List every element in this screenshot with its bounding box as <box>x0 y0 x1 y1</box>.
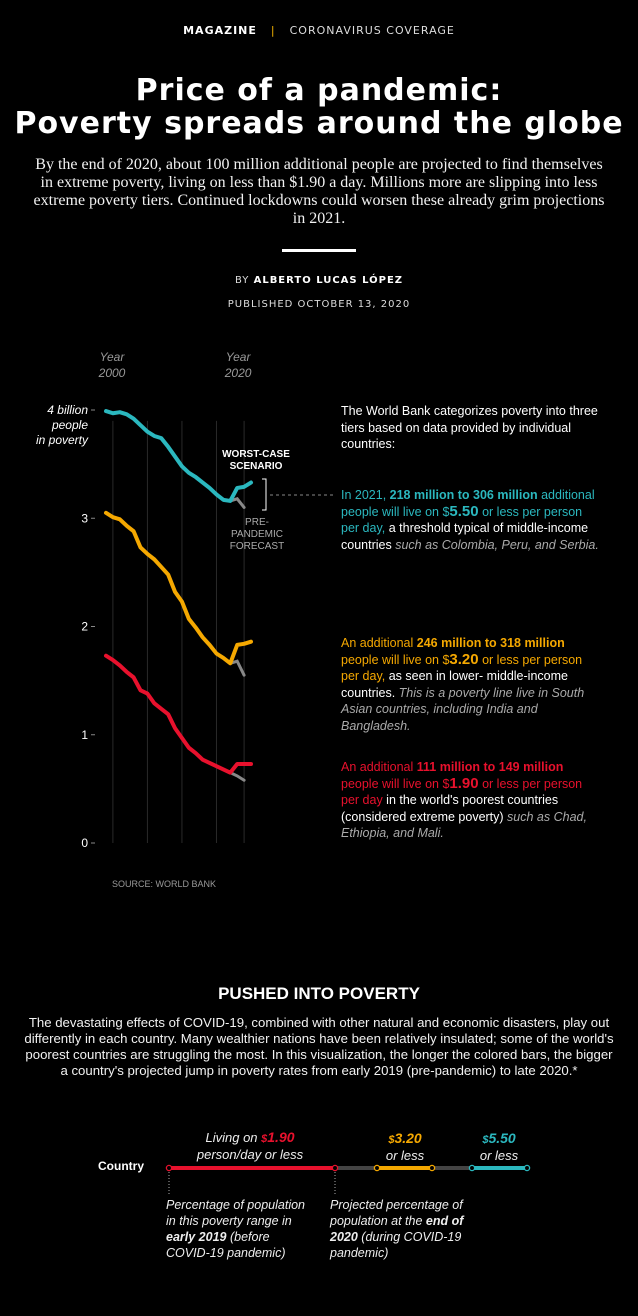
note-5-50-dollar: $ <box>442 504 450 519</box>
legend-dot-gold-end <box>428 1164 436 1172</box>
x-label-end: Year 2020 <box>224 350 252 380</box>
legend-bar <box>165 1164 531 1196</box>
note-3-20-pre: An additional <box>341 636 417 650</box>
note-1-90: An additional 111 million to 149 million… <box>341 759 603 842</box>
byline-by: BY <box>234 275 250 286</box>
note-3-20-range: 246 million to 318 million <box>416 636 565 650</box>
separator: | <box>270 24 276 37</box>
legend-label-3-20: $3.20 or less <box>372 1130 438 1164</box>
legend-note2-c: (during COVID-19 pandemic) <box>330 1230 462 1260</box>
intro-text: By the end of 2020, about 100 million ad… <box>33 156 605 227</box>
note-3-20-mid: people will live on <box>341 652 443 667</box>
legend-note-early-2019: Percentage of population in this poverty… <box>166 1197 306 1261</box>
note-3-20-rest: as seen in lower- middle-income countrie… <box>341 669 568 700</box>
note-1-90-pre: An additional <box>341 760 417 774</box>
series-line-2 <box>104 653 253 775</box>
legend-dot-teal-start <box>468 1164 476 1172</box>
legend-dot-teal-end <box>523 1164 531 1172</box>
x-label-start: Year 2000 <box>98 350 126 380</box>
author[interactable]: ALBERTO LUCAS LÓPEZ <box>253 275 404 286</box>
note-5-50-pre: In 2021, <box>341 488 390 502</box>
section-text: The devastating effects of COVID-19, com… <box>24 1015 614 1078</box>
note-3-20-examples: This is a poverty line live in South Asi… <box>341 685 585 733</box>
note-5-50-rest: a threshold typical of middle-income cou… <box>341 521 589 552</box>
legend-label-1-90: Living on $1.90 person/day or less <box>188 1129 312 1163</box>
legend-note2-b: end of 2020 <box>330 1214 464 1244</box>
note-3-20-post: or less per person per day, <box>341 652 583 684</box>
legend-dot-red-end <box>331 1164 339 1172</box>
annotation-pre-pandemic: PRE-PANDEMIC FORECAST <box>230 517 284 552</box>
series-line-1 <box>104 510 253 666</box>
legend-5-50-amount: 5.50 <box>488 1130 516 1146</box>
legend-5-50-dollar: $ <box>482 1134 489 1146</box>
note-5-50: In 2021, 218 million to 306 million addi… <box>341 487 603 553</box>
legend-dot-red-start <box>165 1164 173 1172</box>
legend-note1-b: early 2019 <box>166 1230 227 1244</box>
legend-3-20-dollar: $ <box>388 1134 395 1146</box>
legend-dot-gold-start <box>373 1164 381 1172</box>
published-date: PUBLISHED OCTOBER 13, 2020 <box>227 299 411 310</box>
y-tick-label-0: 0 <box>81 836 88 850</box>
note-1-90-dollar: $ <box>442 776 450 791</box>
top-bar: MAGAZINE | CORONAVIRUS COVERAGE <box>0 24 638 37</box>
legend-3-20-amount: 3.20 <box>394 1130 422 1146</box>
poverty-line-chart: 0 1 2 3 4 billion people in poverty Year 2000 Yea… <box>36 350 335 850</box>
annotation-bracket <box>262 478 267 511</box>
legend-1-90-amount: 1.90 <box>267 1129 295 1145</box>
note-5-50-amount: 5.50 <box>449 502 479 520</box>
note-1-90-post: or less per person per day <box>341 776 583 808</box>
legend-note1-a: Percentage of population in this poverty… <box>166 1198 305 1228</box>
legend-note-end-2020: Projected percentage of population at th… <box>330 1197 480 1261</box>
title-line-1: Price of a pandemic: <box>135 73 503 108</box>
y-tick-label-4: 4 billion people in poverty <box>36 403 89 447</box>
note-5-50-post: or less per person per day, <box>341 504 583 536</box>
note-1-90-rest: in the world's poorest countries (consid… <box>341 793 559 824</box>
legend-1-90-post: person/day or less <box>196 1147 304 1162</box>
section-title: PUSHED INTO POVERTY <box>218 984 420 1003</box>
y-tick-label-2: 2 <box>81 620 88 634</box>
forecast-line-2 <box>228 771 246 782</box>
note-1-90-mid: people will live on <box>341 776 443 791</box>
chart-source: SOURCE: WORLD BANK <box>112 879 217 889</box>
legend-country-label: Country <box>98 1159 144 1173</box>
annotation-worst-case: WORST-CASE SCENARIO <box>222 449 290 472</box>
page-title: Price of a pandemic: Poverty spreads aro… <box>0 74 638 140</box>
tiers-intro: The World Bank categorizes poverty into … <box>341 404 598 451</box>
note-5-50-range: 218 million to 306 million <box>389 488 538 502</box>
legend-label-5-50: $5.50 or less <box>466 1130 532 1164</box>
note-1-90-examples: such as Chad, Ethiopia, and Mali. <box>341 809 587 841</box>
title-line-2: Poverty spreads around the globe <box>14 106 624 141</box>
note-1-90-range: 111 million to 149 million <box>416 760 564 774</box>
legend-5-50-post: or less <box>479 1148 519 1163</box>
coverage-label[interactable]: CORONAVIRUS COVERAGE <box>289 24 455 37</box>
legend-note2-a: Projected percentage of population at th… <box>330 1198 463 1228</box>
legend-1-90-dollar: $ <box>261 1133 268 1145</box>
legend-3-20-post: or less <box>385 1148 425 1163</box>
note-3-20-amount: 3.20 <box>449 650 479 668</box>
legend-note1-c: (before COVID-19 pandemic) <box>166 1230 286 1260</box>
legend-1-90-pre: Living on <box>205 1130 262 1145</box>
series-line-0 <box>104 409 253 503</box>
note-3-20-dollar: $ <box>442 652 450 667</box>
y-tick-label-3: 3 <box>81 511 88 525</box>
note-5-50-mid: additional people will live on <box>341 488 595 519</box>
note-1-90-amount: 1.90 <box>449 774 479 792</box>
note-5-50-examples: such as Colombia, Peru, and Serbia. <box>395 537 599 552</box>
magazine-label[interactable]: MAGAZINE <box>183 24 257 37</box>
note-3-20: An additional 246 million to 318 million… <box>341 635 603 734</box>
divider <box>282 249 356 252</box>
byline: BY ALBERTO LUCAS LÓPEZ <box>0 275 638 286</box>
y-tick-label-1: 1 <box>81 728 88 742</box>
